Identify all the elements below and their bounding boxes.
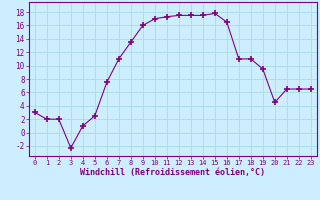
X-axis label: Windchill (Refroidissement éolien,°C): Windchill (Refroidissement éolien,°C)	[80, 168, 265, 177]
